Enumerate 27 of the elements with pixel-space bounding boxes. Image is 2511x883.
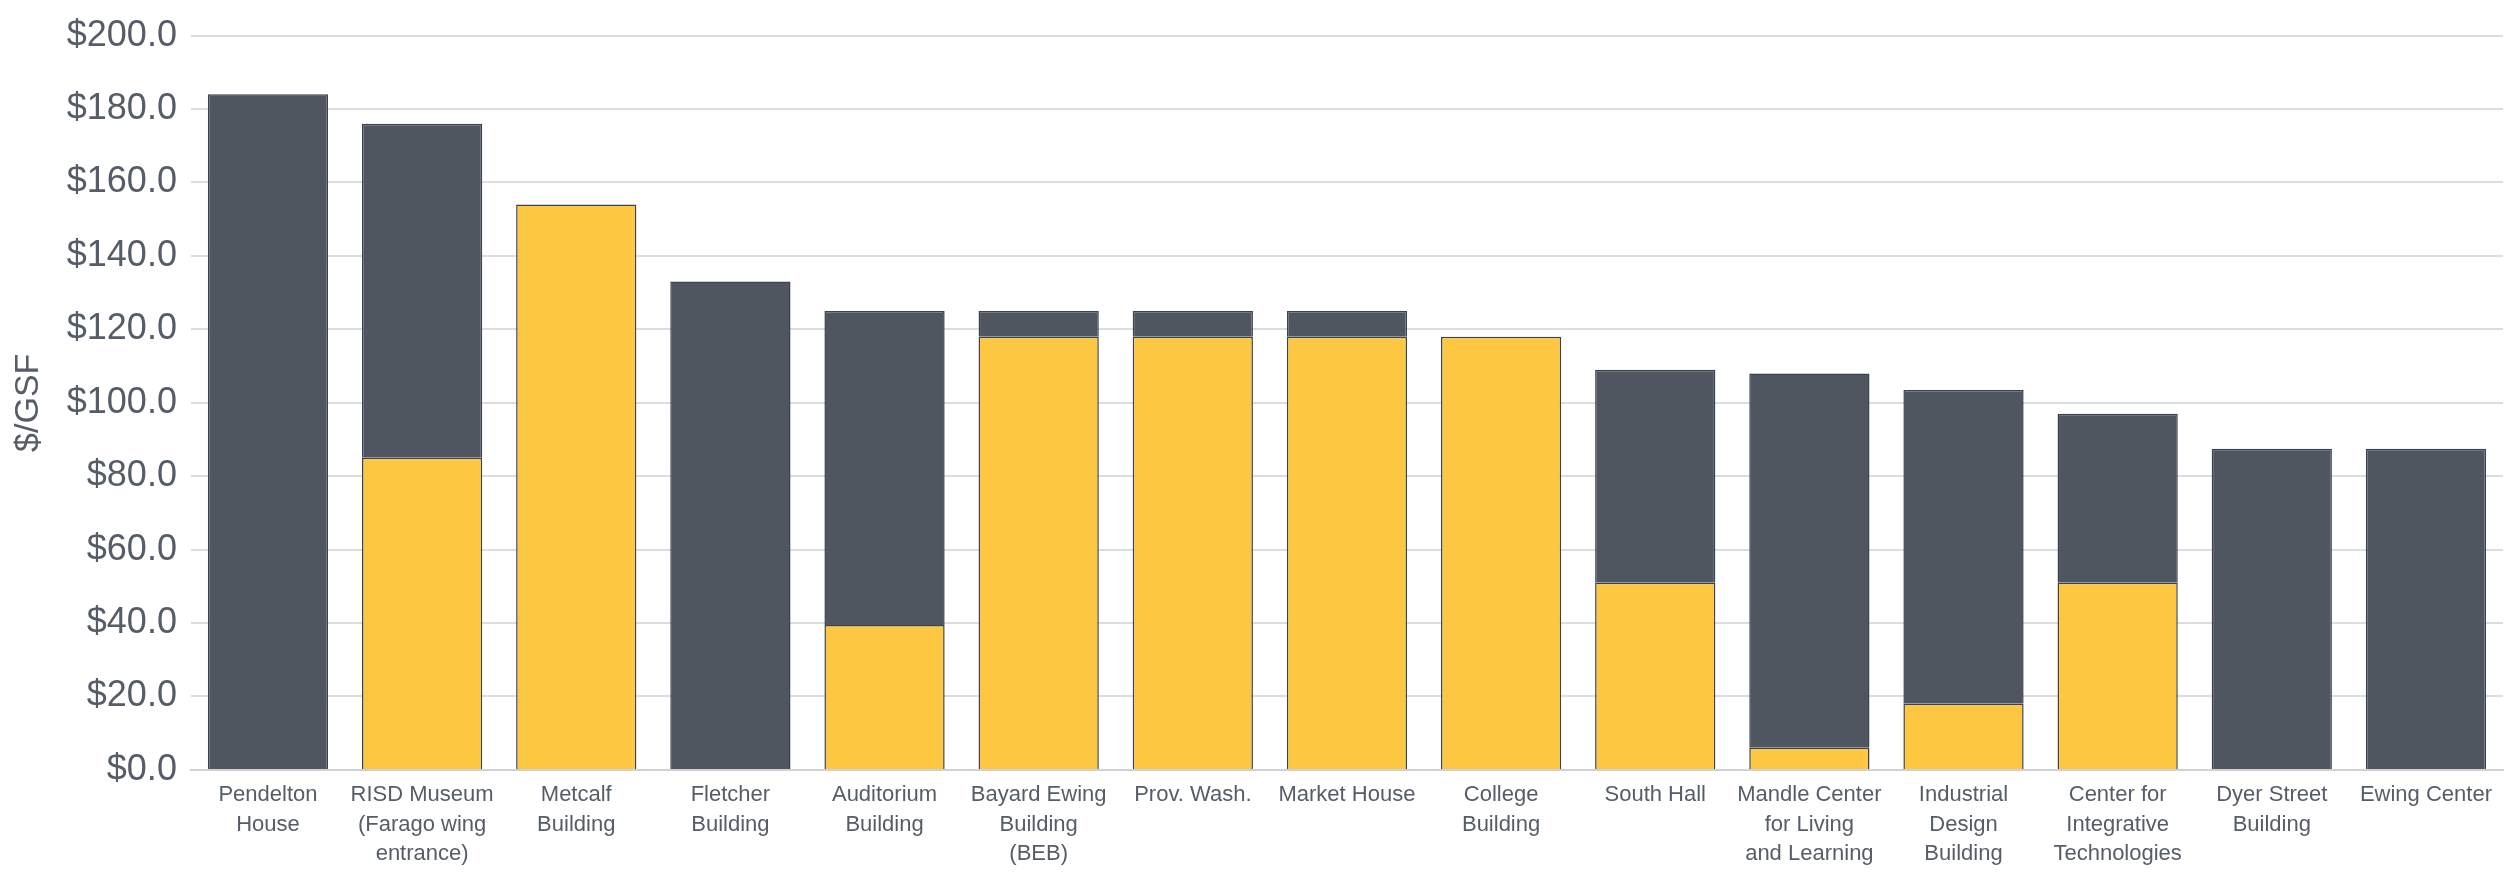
x-tick-label: College Building [1461,780,1541,836]
x-tick-label: Bayard Ewing Building (BEB) [970,780,1107,866]
y-tick-label: $0.0 [106,746,177,788]
x-tick-label: Prov. Wash. [1134,780,1252,806]
y-axis-title: $/GSF [6,353,45,452]
y-tick-label: $140.0 [66,232,177,274]
y-tick-label: $180.0 [66,85,177,127]
y-tick-label: $60.0 [86,526,177,568]
x-tick-label: Dyer Street Building [2216,780,2328,836]
x-tick-label: Auditorium Building [831,780,938,836]
y-tick-label: $200.0 [66,12,177,54]
x-tick-label: Mandle Center for Living and Learning [1737,780,1882,866]
y-tick-label: $40.0 [86,599,177,641]
x-tick-label: Ewing Center [2359,780,2492,806]
x-tick-label: Industrial Design Building [1918,780,2009,866]
x-tick-label: South Hall [1604,780,1706,806]
y-tick-label: $20.0 [86,673,177,715]
x-tick-label: Pendelton House [218,780,318,836]
x-tick-label: Market House [1278,780,1416,806]
x-tick-label: RISD Museum (Farago wing entrance) [350,780,494,866]
y-tick-label: $120.0 [66,306,177,348]
x-tick-label: Center for Integrative Technologies [2053,780,2182,866]
y-tick-label: $80.0 [86,453,177,495]
x-tick-label: Fletcher Building [690,780,771,836]
y-tick-label: $160.0 [66,159,177,201]
x-tick-label: Metcalf Building [537,780,616,836]
y-tick-label: $100.0 [66,379,177,421]
